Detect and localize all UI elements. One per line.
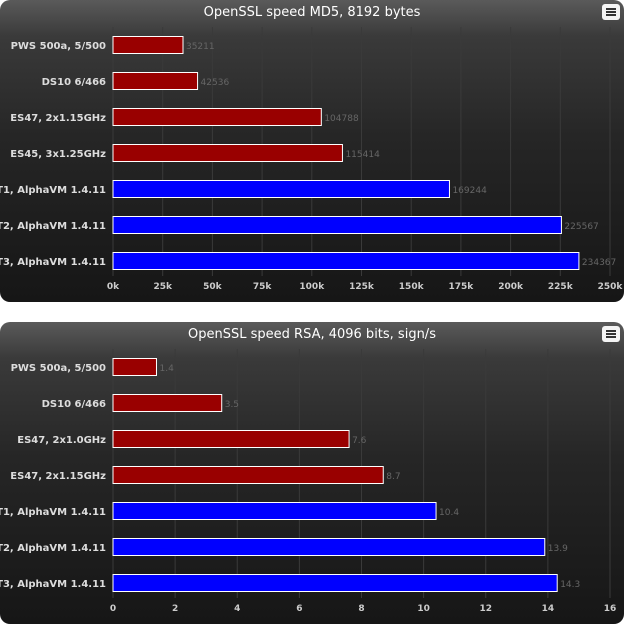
category-label: T3, AlphaVM 1.4.11 <box>0 257 106 268</box>
bar <box>112 216 562 234</box>
x-tick-label: 10 <box>417 604 430 614</box>
x-tick-label: 12 <box>479 604 492 614</box>
category-label: ES47, 2x1.15GHz <box>10 113 106 124</box>
data-label: 104788 <box>324 114 359 124</box>
chart-panel-md5: OpenSSL speed MD5, 8192 bytes PWS 500a, 5… <box>0 0 624 302</box>
x-tick-label: 14 <box>542 604 555 614</box>
data-label: 225567 <box>564 222 598 232</box>
category-label: T3, AlphaVM 1.4.11 <box>0 579 106 590</box>
x-tick-label: 125k <box>349 282 375 292</box>
x-tick-label: 2 <box>172 604 178 614</box>
category-label: DS10 6/466 <box>42 77 106 88</box>
bar <box>112 394 223 412</box>
chart-md5-svg: OpenSSL speed MD5, 8192 bytes PWS 500a, 5… <box>0 5 624 292</box>
bar <box>112 574 558 592</box>
x-tick-label: 16 <box>604 604 617 614</box>
data-label: 13.9 <box>548 544 568 554</box>
x-tick-label: 225k <box>548 282 574 292</box>
x-tick-label: 75k <box>253 282 273 292</box>
x-tick-label: 200k <box>498 282 524 292</box>
category-label: T2, AlphaVM 1.4.11 <box>0 221 106 232</box>
x-tick-label: 250k <box>598 282 624 292</box>
data-label: 35211 <box>186 42 215 52</box>
bar <box>112 538 546 556</box>
x-tick-label: 50k <box>203 282 223 292</box>
category-label: T1, AlphaVM 1.4.11 <box>0 185 106 196</box>
bar <box>112 180 450 198</box>
data-label: 234367 <box>582 258 616 268</box>
x-tick-label: 150k <box>399 282 425 292</box>
chart-title: OpenSSL speed RSA, 4096 bits, sign/s <box>188 327 436 342</box>
data-label: 10.4 <box>439 508 459 518</box>
x-tick-label: 4 <box>234 604 240 614</box>
data-label: 1.4 <box>159 364 174 374</box>
bar <box>112 466 384 484</box>
data-label: 7.6 <box>352 436 367 446</box>
chart-title: OpenSSL speed MD5, 8192 bytes <box>204 5 421 20</box>
bar <box>112 502 437 520</box>
data-label: 115414 <box>345 150 380 160</box>
data-label: 42536 <box>201 78 230 88</box>
bar <box>112 144 343 162</box>
category-label: PWS 500a, 5/500 <box>11 41 106 52</box>
menu-icon <box>606 330 616 332</box>
bar <box>112 358 157 376</box>
chart-panel-rsa: OpenSSL speed RSA, 4096 bits, sign/s PWS … <box>0 322 624 624</box>
category-label: ES45, 3x1.25GHz <box>10 149 106 160</box>
chart-rsa-svg: OpenSSL speed RSA, 4096 bits, sign/s PWS … <box>0 327 617 614</box>
bar <box>112 36 184 54</box>
category-label: PWS 500a, 5/500 <box>11 363 106 374</box>
category-label: T2, AlphaVM 1.4.11 <box>0 543 106 554</box>
x-tick-label: 0 <box>110 604 116 614</box>
data-label: 169244 <box>452 186 487 196</box>
data-label: 8.7 <box>386 472 400 482</box>
x-tick-label: 0k <box>107 282 120 292</box>
bar <box>112 430 350 448</box>
x-tick-label: 8 <box>358 604 364 614</box>
category-label: ES47, 2x1.0GHz <box>17 435 106 446</box>
x-tick-label: 100k <box>299 282 325 292</box>
category-label: T1, AlphaVM 1.4.11 <box>0 507 106 518</box>
menu-icon <box>606 8 616 10</box>
bar <box>112 252 580 270</box>
bar <box>112 72 199 90</box>
bar <box>112 108 322 126</box>
x-tick-label: 6 <box>296 604 302 614</box>
data-label: 14.3 <box>560 580 580 590</box>
x-tick-label: 25k <box>153 282 173 292</box>
chart-menu-button[interactable] <box>602 326 620 342</box>
chart-menu-button[interactable] <box>602 4 620 20</box>
data-label: 3.5 <box>225 400 239 410</box>
category-label: DS10 6/466 <box>42 399 106 410</box>
category-label: ES47, 2x1.15GHz <box>10 471 106 482</box>
x-tick-label: 175k <box>449 282 475 292</box>
